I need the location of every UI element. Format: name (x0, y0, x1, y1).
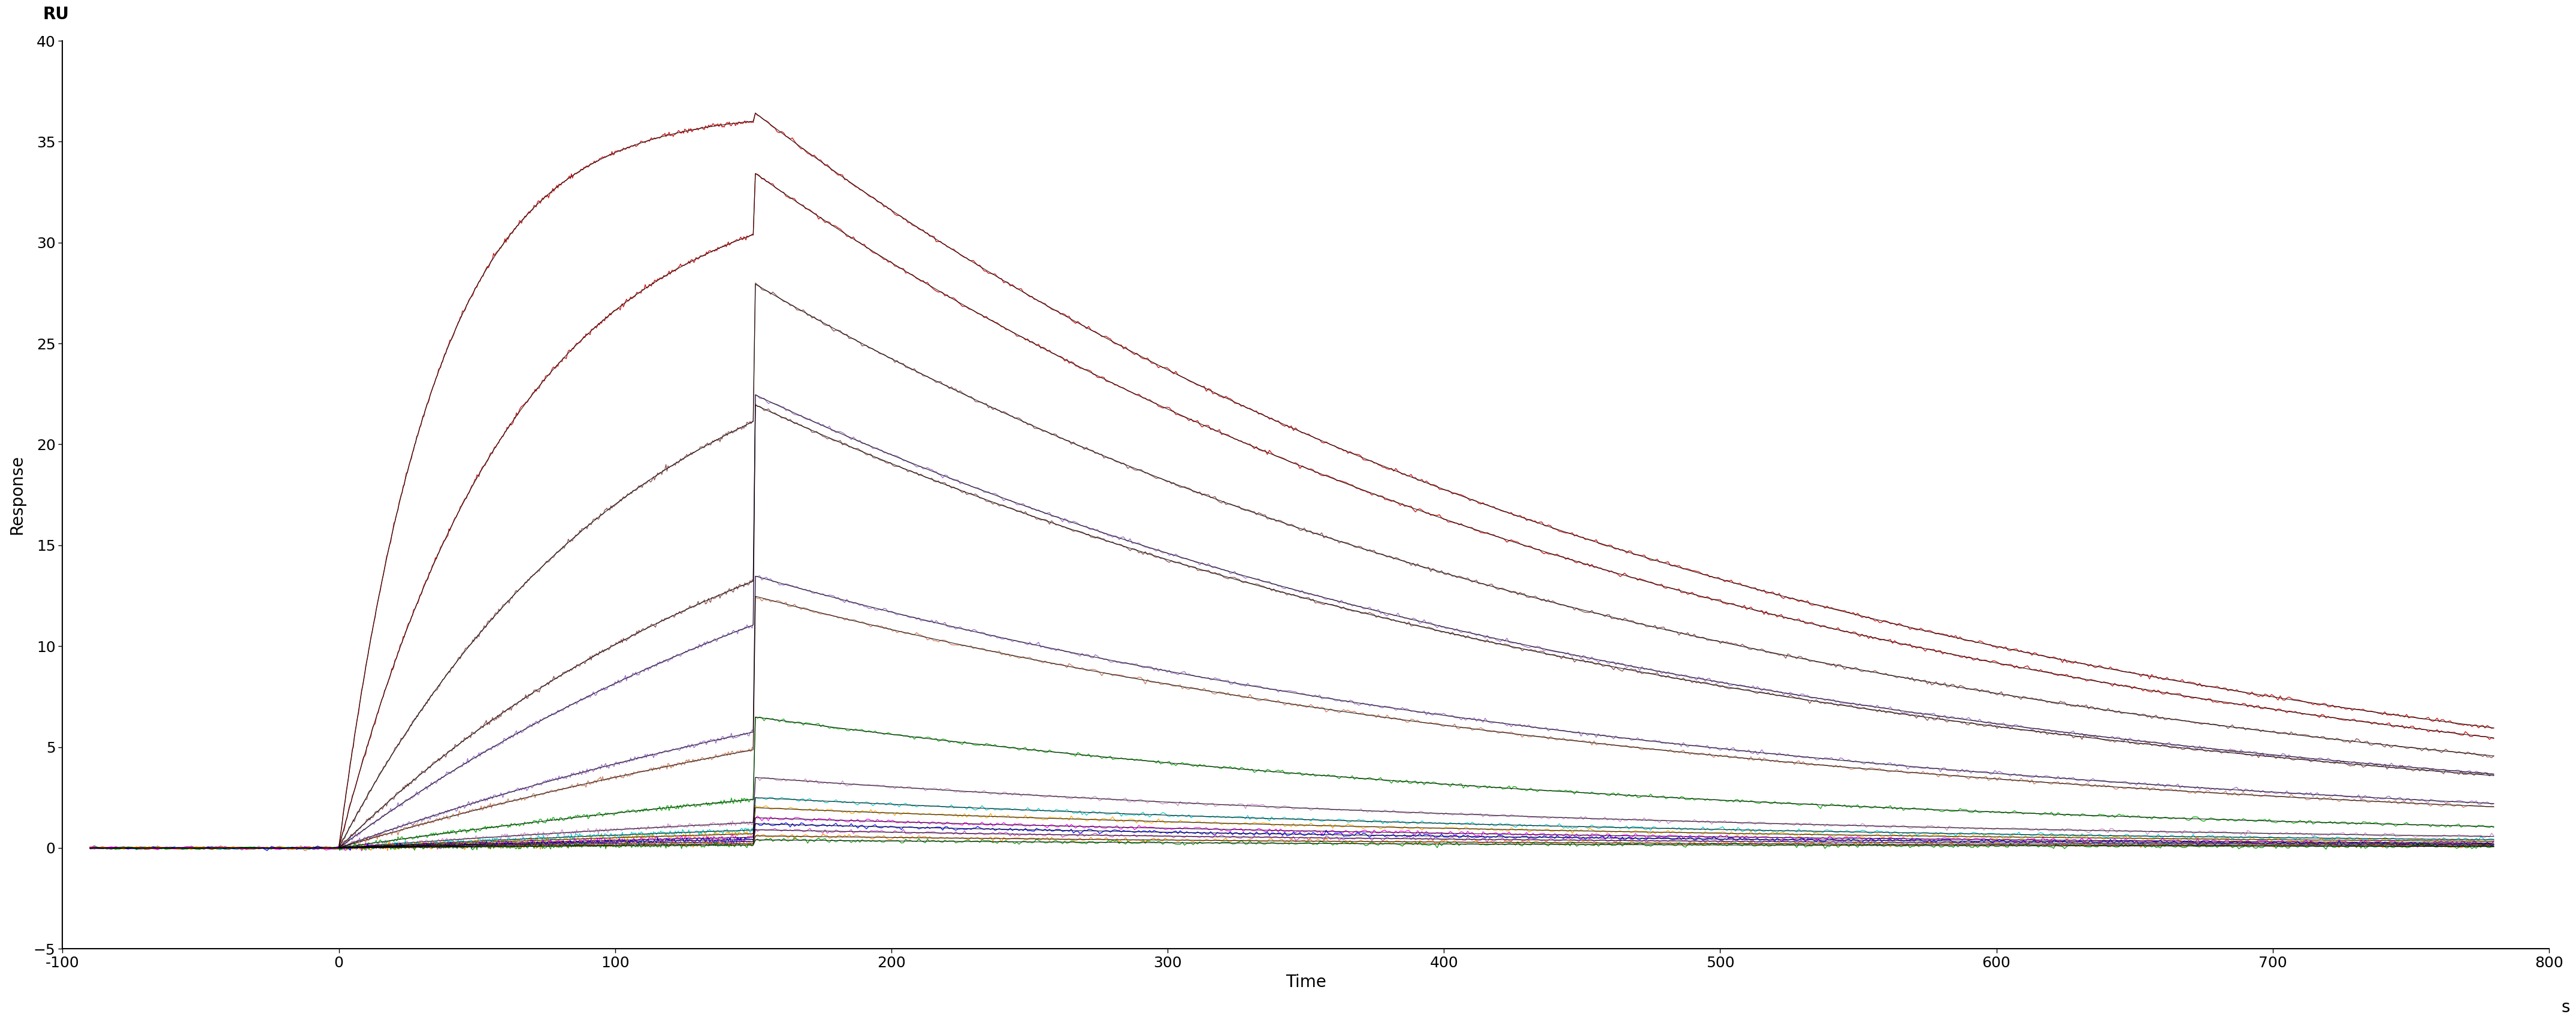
Text: RU: RU (44, 6, 70, 22)
Text: s: s (2561, 999, 2571, 1016)
Y-axis label: Response: Response (8, 455, 26, 535)
X-axis label: Time: Time (1285, 973, 1327, 991)
